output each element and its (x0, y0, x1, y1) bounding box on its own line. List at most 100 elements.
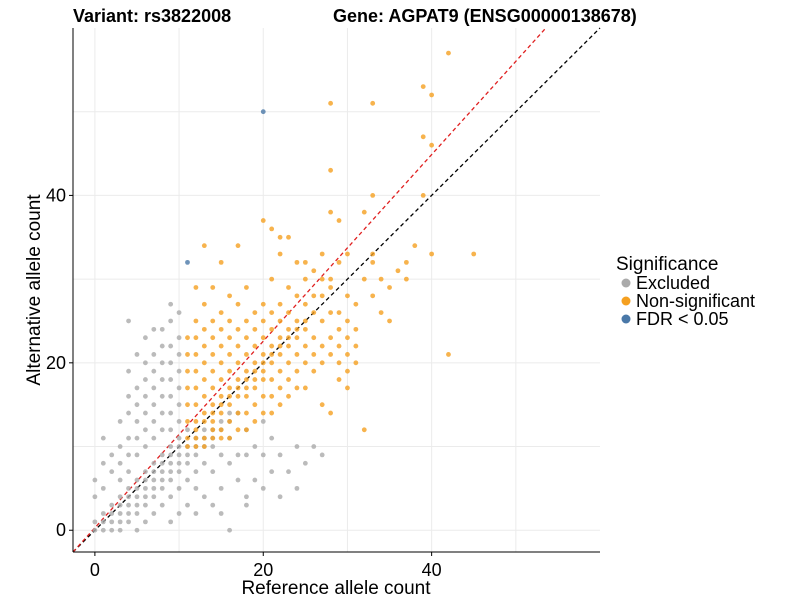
point-non-significant (311, 268, 317, 274)
point-excluded (142, 427, 148, 433)
point-excluded (134, 435, 140, 441)
point-excluded (168, 410, 174, 416)
point-non-significant (201, 377, 207, 382)
point-excluded (134, 352, 140, 357)
point-non-significant (185, 435, 190, 441)
point-excluded (159, 360, 165, 366)
point-excluded (168, 301, 174, 307)
point-non-significant (328, 167, 334, 173)
point-excluded (151, 368, 157, 374)
point-non-significant (210, 410, 216, 416)
point-non-significant (336, 377, 342, 382)
point-excluded (117, 477, 123, 483)
point-non-significant (244, 377, 249, 382)
point-non-significant (319, 402, 325, 408)
point-excluded (126, 410, 131, 416)
point-non-significant (260, 318, 266, 324)
point-excluded (311, 444, 317, 449)
point-excluded (201, 460, 207, 466)
point-excluded (109, 511, 115, 516)
point-excluded (134, 385, 140, 391)
grid-lines (73, 28, 600, 552)
point-non-significant (227, 393, 232, 399)
point-non-significant (201, 343, 207, 349)
legend-key (621, 314, 631, 324)
point-non-significant (227, 435, 232, 441)
legend-label: FDR < 0.05 (636, 309, 729, 329)
point-non-significant (193, 385, 199, 391)
chart-title-variant: Variant: rs3822008 (73, 6, 231, 26)
point-non-significant (286, 360, 291, 366)
point-excluded (109, 519, 115, 525)
point-excluded (126, 368, 131, 374)
point-non-significant (235, 410, 241, 416)
point-non-significant (429, 142, 435, 148)
point-excluded (168, 444, 174, 449)
point-non-significant (319, 343, 325, 349)
point-non-significant (201, 326, 207, 332)
point-non-significant (210, 419, 216, 424)
point-non-significant (201, 444, 207, 449)
legend-key (621, 278, 631, 288)
point-non-significant (328, 335, 334, 341)
point-non-significant (277, 352, 283, 357)
point-non-significant (311, 335, 317, 341)
point-non-significant (235, 301, 241, 307)
identity-line (72, 27, 601, 553)
point-excluded (134, 477, 140, 483)
point-non-significant (269, 343, 275, 349)
point-non-significant (345, 335, 350, 341)
point-non-significant (370, 193, 376, 198)
point-non-significant (193, 285, 199, 290)
point-non-significant (201, 435, 207, 441)
point-non-significant (336, 310, 342, 316)
point-non-significant (269, 377, 275, 382)
point-excluded (142, 444, 148, 449)
point-non-significant (328, 100, 334, 106)
point-non-significant (378, 310, 384, 316)
point-excluded (235, 452, 241, 458)
point-non-significant (227, 402, 232, 408)
point-excluded (151, 477, 157, 483)
point-non-significant (336, 360, 342, 366)
point-non-significant (210, 352, 216, 357)
point-non-significant (201, 360, 207, 366)
point-non-significant (336, 326, 342, 332)
point-non-significant (286, 285, 291, 290)
y-axis-title: Alternative allele count (24, 194, 45, 386)
point-excluded (126, 469, 131, 475)
point-non-significant (269, 310, 275, 316)
point-excluded (92, 494, 98, 500)
point-excluded (176, 485, 182, 491)
point-non-significant (252, 360, 258, 366)
point-non-significant (328, 285, 334, 290)
point-non-significant (218, 377, 224, 382)
point-excluded (176, 352, 182, 357)
point-non-significant (277, 251, 283, 257)
point-non-significant (244, 335, 249, 341)
point-non-significant (244, 352, 249, 357)
point-non-significant (218, 435, 224, 441)
point-non-significant (294, 335, 300, 341)
point-non-significant (227, 293, 232, 299)
point-non-significant (336, 218, 342, 223)
point-excluded (159, 469, 165, 475)
point-excluded (151, 352, 157, 357)
point-non-significant (370, 100, 376, 106)
point-excluded (126, 485, 131, 491)
point-non-significant (319, 251, 325, 257)
point-non-significant (227, 368, 232, 374)
point-non-significant (252, 385, 258, 391)
point-non-significant (269, 326, 275, 332)
point-non-significant (193, 368, 199, 374)
point-excluded (92, 527, 98, 533)
point-non-significant (345, 318, 350, 324)
data-points (92, 50, 477, 533)
point-non-significant (328, 209, 334, 215)
point-non-significant (420, 193, 426, 198)
point-non-significant (244, 385, 249, 391)
point-non-significant (336, 343, 342, 349)
point-non-significant (260, 335, 266, 341)
point-non-significant (185, 368, 190, 374)
point-non-significant (227, 352, 232, 357)
